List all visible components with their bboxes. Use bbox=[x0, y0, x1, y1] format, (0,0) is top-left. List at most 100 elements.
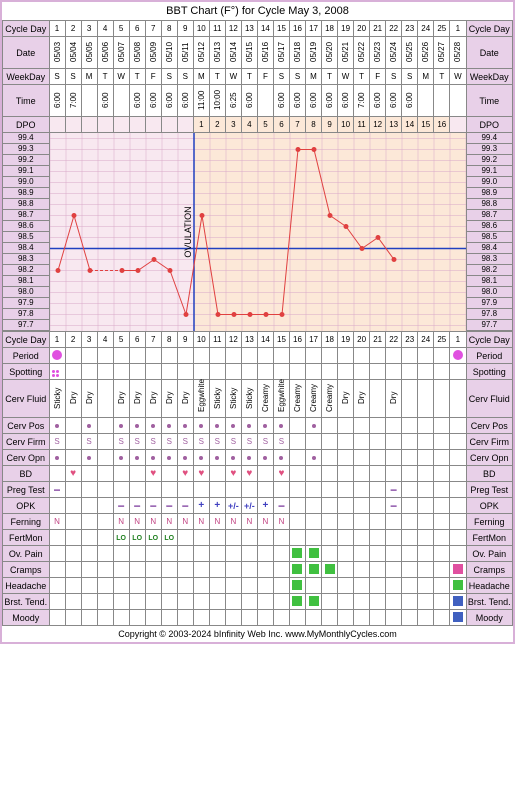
weekday-cell: S bbox=[386, 69, 402, 85]
brstTend-cell bbox=[241, 594, 257, 610]
period-cell bbox=[97, 348, 113, 364]
cervFluid-cell bbox=[434, 380, 450, 418]
cervPos-cell bbox=[65, 418, 81, 434]
cervFirm-cell bbox=[450, 434, 466, 450]
date-cell: 05/11 bbox=[177, 37, 193, 69]
pregTest-cell bbox=[97, 482, 113, 498]
cervFluid-cell bbox=[370, 380, 386, 418]
headache-cell bbox=[354, 578, 370, 594]
brstTend-cell bbox=[225, 594, 241, 610]
cycle-day-cell: 21 bbox=[370, 332, 386, 348]
cramps-cell bbox=[177, 562, 193, 578]
opk-cell: − bbox=[177, 498, 193, 514]
brstTend-cell bbox=[113, 594, 129, 610]
dot-icon bbox=[312, 424, 316, 428]
bbt-table: Cycle Day1234567891011121314151617181920… bbox=[2, 20, 513, 626]
ovPain-cell bbox=[257, 546, 273, 562]
opk-cell: − bbox=[113, 498, 129, 514]
cycle-day-cell: 11 bbox=[209, 21, 225, 37]
moody-cell bbox=[434, 610, 450, 626]
dpo-cell: 10 bbox=[338, 117, 354, 133]
cycle-day-cell: 1 bbox=[450, 21, 466, 37]
moody-cell bbox=[193, 610, 209, 626]
dpo-cell: 4 bbox=[241, 117, 257, 133]
cycle-day-cell: 1 bbox=[49, 21, 65, 37]
cycle-day-cell: 4 bbox=[97, 21, 113, 37]
pregTest-cell bbox=[193, 482, 209, 498]
opk-cell bbox=[65, 498, 81, 514]
cramps-cell bbox=[209, 562, 225, 578]
time-cell: 11:00 bbox=[193, 85, 209, 117]
weekday-cell: M bbox=[81, 69, 97, 85]
period-cell bbox=[418, 348, 434, 364]
dpo-cell: 11 bbox=[354, 117, 370, 133]
cycle-day-cell: 17 bbox=[306, 332, 322, 348]
dot-icon bbox=[215, 424, 219, 428]
row-label-r: Brst. Tend. bbox=[466, 594, 513, 610]
opk-cell bbox=[49, 498, 65, 514]
weekday-cell: T bbox=[129, 69, 145, 85]
ovPain-cell bbox=[145, 546, 161, 562]
spotting-cell bbox=[241, 364, 257, 380]
cervPos-cell bbox=[209, 418, 225, 434]
cervPos-cell bbox=[289, 418, 305, 434]
ovPain-cell bbox=[193, 546, 209, 562]
cervOpn-cell bbox=[161, 450, 177, 466]
row-label: Cerv Opn bbox=[3, 450, 50, 466]
fertMon-cell bbox=[306, 530, 322, 546]
cycle-day-cell: 22 bbox=[386, 21, 402, 37]
headache-cell bbox=[113, 578, 129, 594]
dpo-cell bbox=[129, 117, 145, 133]
date-cell: 05/22 bbox=[354, 37, 370, 69]
spotting-cell bbox=[49, 364, 65, 380]
brstTend-cell bbox=[81, 594, 97, 610]
date-cell: 05/05 bbox=[81, 37, 97, 69]
time-cell: 6:00 bbox=[370, 85, 386, 117]
spotting-cell bbox=[145, 364, 161, 380]
weekday-cell: T bbox=[209, 69, 225, 85]
pregTest-cell bbox=[354, 482, 370, 498]
brstTend-cell bbox=[434, 594, 450, 610]
brstTend-cell bbox=[209, 594, 225, 610]
fertMon-cell bbox=[354, 530, 370, 546]
ovPain-cell bbox=[209, 546, 225, 562]
cervPos-cell bbox=[81, 418, 97, 434]
spotting-cell bbox=[418, 364, 434, 380]
opk-cell: + bbox=[193, 498, 209, 514]
fertMon-cell bbox=[177, 530, 193, 546]
spotting-cell bbox=[97, 364, 113, 380]
cycle-day-cell: 5 bbox=[113, 21, 129, 37]
cervOpn-cell bbox=[241, 450, 257, 466]
spotting-cell bbox=[402, 364, 418, 380]
spotting-cell bbox=[129, 364, 145, 380]
cycle-day-cell: 14 bbox=[257, 332, 273, 348]
time-cell: 6:00 bbox=[241, 85, 257, 117]
time-cell: 6:00 bbox=[145, 85, 161, 117]
cervFluid-cell: Dry bbox=[81, 380, 97, 418]
cycle-day-cell: 15 bbox=[273, 332, 289, 348]
opk-cell bbox=[338, 498, 354, 514]
cervFirm-cell: S bbox=[145, 434, 161, 450]
footer: Copyright © 2003-2024 bInfinity Web Inc.… bbox=[2, 626, 513, 642]
headache-cell bbox=[129, 578, 145, 594]
period-cell bbox=[450, 348, 466, 364]
dot-icon bbox=[247, 424, 251, 428]
pregTest-cell bbox=[241, 482, 257, 498]
weekday-cell: S bbox=[402, 69, 418, 85]
cervPos-cell bbox=[386, 418, 402, 434]
cramps-cell bbox=[322, 562, 338, 578]
ferning-cell: N bbox=[145, 514, 161, 530]
neg-icon: − bbox=[278, 499, 285, 513]
bd-cell bbox=[402, 466, 418, 482]
cramps-cell bbox=[193, 562, 209, 578]
weekday-cell: F bbox=[370, 69, 386, 85]
cervFirm-cell bbox=[338, 434, 354, 450]
cycle-day-cell: 24 bbox=[418, 332, 434, 348]
pink-icon bbox=[453, 564, 463, 574]
moody-cell bbox=[65, 610, 81, 626]
pregTest-cell bbox=[338, 482, 354, 498]
headache-cell bbox=[386, 578, 402, 594]
row-label: Moody bbox=[3, 610, 50, 626]
chart-cell: OVULATION bbox=[49, 133, 466, 332]
cervOpn-cell bbox=[273, 450, 289, 466]
